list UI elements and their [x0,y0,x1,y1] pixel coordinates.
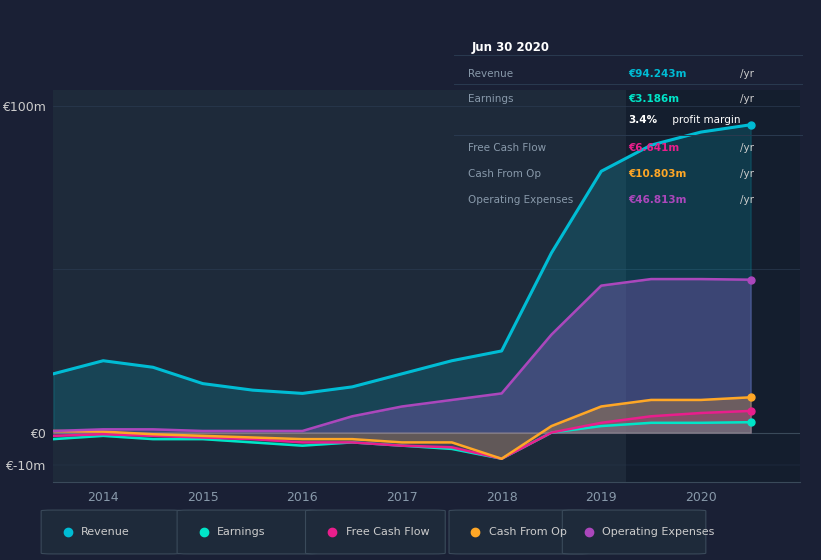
Text: Earnings: Earnings [217,527,266,537]
Text: /yr: /yr [741,94,754,104]
Text: Operating Expenses: Operating Expenses [603,527,715,537]
Text: /yr: /yr [741,143,754,153]
FancyBboxPatch shape [177,510,317,554]
Text: €46.813m: €46.813m [629,195,687,205]
Text: €6.641m: €6.641m [629,143,680,153]
Text: Operating Expenses: Operating Expenses [468,195,573,205]
FancyBboxPatch shape [305,510,445,554]
Text: €94.243m: €94.243m [629,69,687,79]
Text: Free Cash Flow: Free Cash Flow [346,527,429,537]
Text: /yr: /yr [741,69,754,79]
Text: Cash From Op: Cash From Op [489,527,567,537]
Bar [626,90,800,482]
Text: 3.4%: 3.4% [629,115,658,125]
Text: Revenue: Revenue [81,527,130,537]
Text: €3.186m: €3.186m [629,94,680,104]
FancyBboxPatch shape [562,510,706,554]
Text: Free Cash Flow: Free Cash Flow [468,143,546,153]
Text: /yr: /yr [741,169,754,179]
Text: Revenue: Revenue [468,69,513,79]
Text: Cash From Op: Cash From Op [468,169,541,179]
Text: /yr: /yr [741,195,754,205]
FancyBboxPatch shape [41,510,181,554]
Text: profit margin: profit margin [668,115,740,125]
Text: Jun 30 2020: Jun 30 2020 [471,41,549,54]
FancyBboxPatch shape [449,510,589,554]
Text: Earnings: Earnings [468,94,513,104]
Text: €10.803m: €10.803m [629,169,687,179]
